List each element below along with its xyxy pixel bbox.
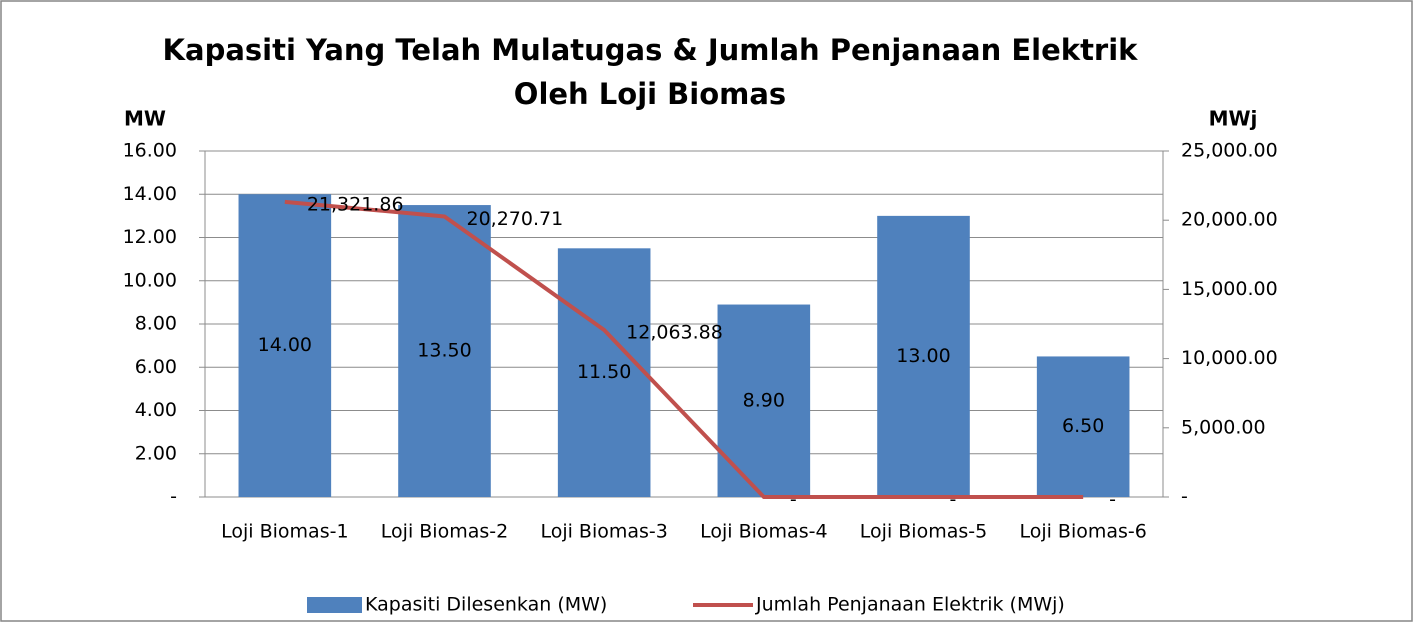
y-tick-label: 2.00: [135, 442, 177, 464]
chart-title: Kapasiti Yang Telah Mulatugas & Jumlah P…: [163, 33, 1139, 67]
data-label: 12,063.88: [626, 322, 723, 344]
y2-axis-title: MWj: [1209, 107, 1258, 131]
data-label: -: [790, 489, 797, 511]
x-tick-label: Loji Biomas-6: [1019, 521, 1146, 543]
x-tick-label: Loji Biomas-3: [540, 521, 667, 543]
x-tick-label: Loji Biomas-1: [221, 521, 348, 543]
data-label: 14.00: [258, 334, 312, 356]
y-tick-label: 16.00: [123, 140, 177, 162]
y2-tick-label: 20,000.00: [1181, 209, 1278, 231]
legend-swatch: [307, 597, 362, 613]
y-tick-label: 4.00: [135, 399, 177, 421]
x-tick-label: Loji Biomas-5: [860, 521, 987, 543]
bar: [557, 248, 651, 497]
data-label: 13.00: [896, 345, 950, 367]
y-tick-label: 8.00: [135, 313, 177, 335]
y-tick-label: -: [170, 486, 177, 508]
y-tick-label: 10.00: [123, 269, 177, 291]
y-tick-label: 12.00: [123, 226, 177, 248]
bar: [238, 194, 332, 497]
y-axis-title: MW: [124, 107, 166, 131]
y2-tick-label: 25,000.00: [1181, 140, 1278, 162]
data-label: 13.50: [417, 340, 471, 362]
y2-tick-label: -: [1181, 486, 1188, 508]
data-label: 20,270.71: [467, 208, 564, 230]
data-label: 21,321.86: [307, 193, 404, 215]
data-label: 11.50: [577, 361, 631, 383]
x-tick-label: Loji Biomas-2: [381, 521, 508, 543]
legend-label: Kapasiti Dilesenkan (MW): [365, 594, 607, 616]
y2-tick-label: 10,000.00: [1181, 347, 1278, 369]
chart-title: Oleh Loji Biomas: [514, 77, 786, 111]
data-label: -: [1109, 489, 1116, 511]
x-tick-label: Loji Biomas-4: [700, 521, 827, 543]
data-label: 8.90: [743, 389, 785, 411]
bar: [1036, 356, 1130, 497]
legend-label: Jumlah Penjanaan Elektrik (MWj): [755, 594, 1065, 616]
y2-tick-label: 15,000.00: [1181, 278, 1278, 300]
y2-tick-label: 5,000.00: [1181, 416, 1266, 438]
data-label: 6.50: [1062, 415, 1104, 437]
y-tick-label: 14.00: [123, 183, 177, 205]
bar: [877, 215, 970, 497]
data-label: -: [950, 489, 957, 511]
line: [284, 199, 1084, 499]
y-tick-label: 6.00: [135, 356, 177, 378]
bar: [398, 205, 491, 497]
